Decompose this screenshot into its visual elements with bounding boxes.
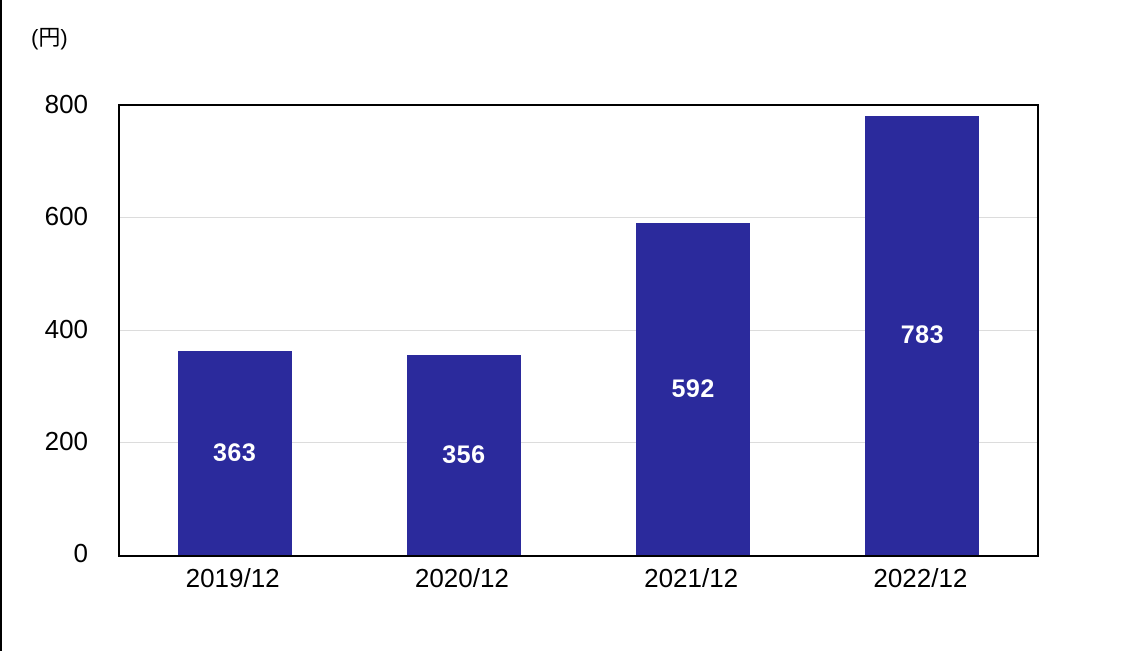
x-tick-label: 2019/12: [185, 563, 280, 593]
y-tick-label: 800: [44, 89, 88, 119]
y-axis-unit-label: (円): [31, 25, 68, 50]
bar-2021/12: 592: [636, 223, 751, 555]
bar-2019/12: 363: [177, 351, 292, 555]
y-tick-label: 600: [44, 201, 88, 231]
x-tick-label: 2020/12: [414, 563, 509, 593]
gridline-200: [120, 441, 1037, 443]
y-tick-label: 0: [73, 538, 88, 568]
gridline-600: [120, 217, 1037, 219]
plot-area: 363 356 592 783: [118, 104, 1039, 557]
x-tick-label: 2021/12: [644, 563, 739, 593]
gridline-400: [120, 329, 1037, 331]
bar-value-label: 356: [442, 440, 486, 469]
bar-2022/12: 783: [865, 116, 980, 555]
y-tick-label: 200: [44, 426, 88, 456]
frame-left-border: [0, 0, 2, 651]
x-tick-label: 2022/12: [873, 563, 968, 593]
bar-2020/12: 356: [406, 355, 521, 555]
y-tick-label: 400: [44, 314, 88, 344]
bar-value-label: 363: [213, 438, 257, 467]
bar-value-label: 783: [900, 321, 944, 349]
bar-value-label: 592: [671, 374, 715, 403]
